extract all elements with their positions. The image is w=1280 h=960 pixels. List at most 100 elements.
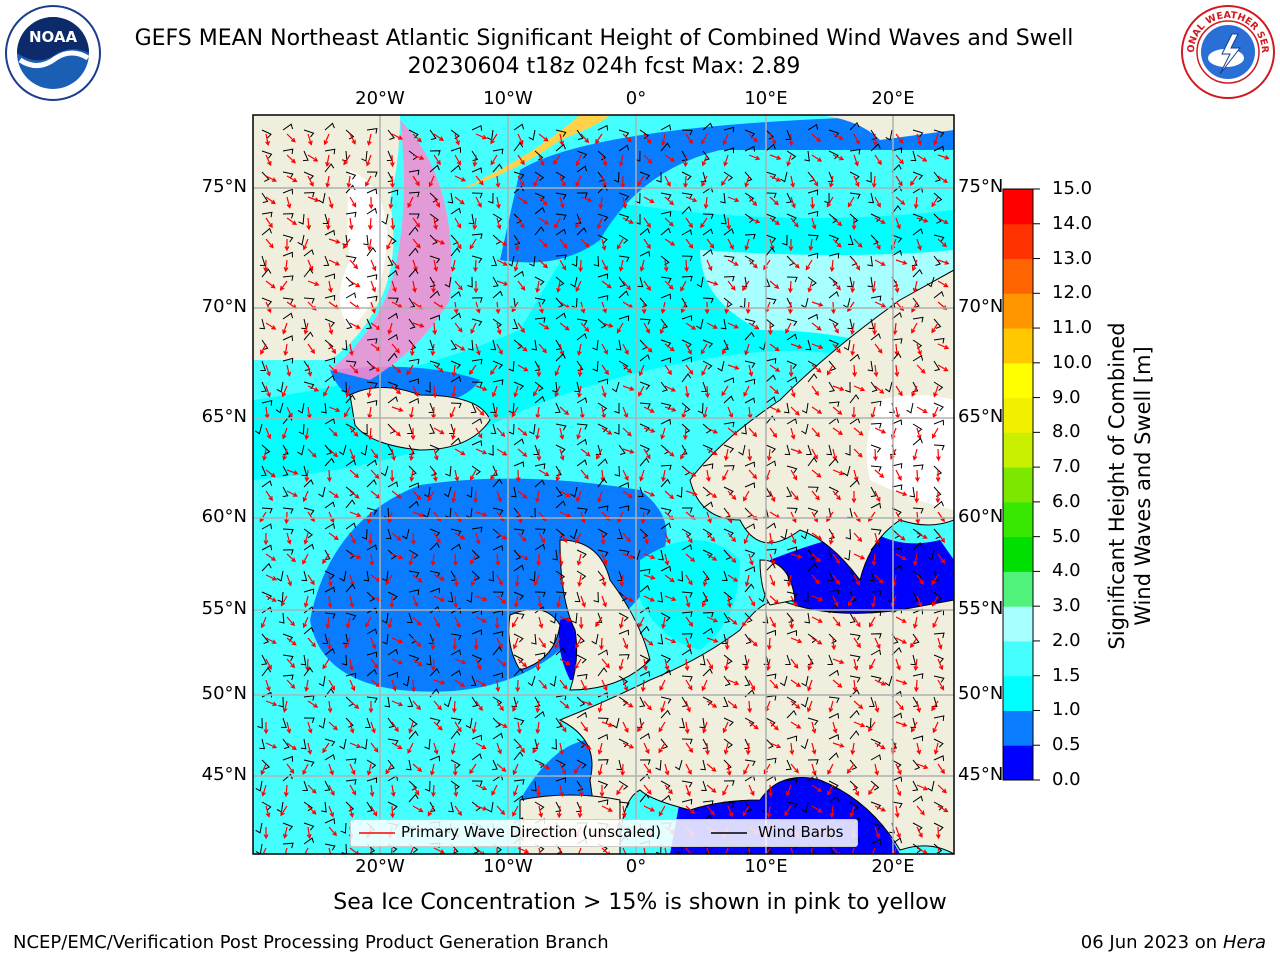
wind-barb bbox=[261, 150, 273, 159]
wave-direction-arrow bbox=[366, 763, 372, 776]
wave-direction-arrow bbox=[433, 616, 440, 628]
wind-barb bbox=[891, 185, 902, 194]
wave-direction-arrow bbox=[664, 448, 675, 457]
wind-barb bbox=[758, 591, 767, 603]
wind-barb bbox=[424, 780, 431, 792]
wind-barb bbox=[786, 418, 798, 425]
wave-direction-arrow bbox=[433, 574, 446, 581]
wave-direction-arrow bbox=[701, 154, 708, 167]
wind-barb bbox=[255, 822, 263, 834]
wind-barb bbox=[723, 395, 734, 404]
wind-barb bbox=[471, 358, 483, 365]
wind-barb bbox=[387, 423, 396, 434]
wind-barb bbox=[261, 297, 273, 306]
wave-direction-arrow bbox=[451, 364, 457, 378]
wave-direction-arrow bbox=[327, 700, 333, 714]
wave-direction-arrow bbox=[685, 742, 694, 754]
wave-direction-arrow bbox=[412, 763, 423, 773]
wave-direction-arrow bbox=[664, 343, 675, 352]
wind-barb bbox=[870, 528, 882, 535]
wave-direction-arrow bbox=[827, 784, 834, 796]
wind-barb bbox=[722, 570, 728, 582]
wave-direction-arrow bbox=[664, 175, 671, 187]
wind-barb bbox=[912, 795, 924, 803]
wind-barb bbox=[702, 297, 714, 304]
wave-direction-arrow bbox=[873, 364, 879, 378]
wave-direction-arrow bbox=[705, 469, 711, 483]
wind-barb bbox=[324, 523, 336, 530]
wind-barb bbox=[828, 589, 840, 596]
wave-direction-arrow bbox=[406, 364, 414, 376]
wave-direction-arrow bbox=[451, 427, 456, 441]
wind-barb bbox=[555, 486, 563, 498]
wind-barb bbox=[597, 318, 607, 329]
wind-barb bbox=[534, 381, 544, 392]
wave-direction-arrow bbox=[536, 364, 542, 378]
wind-barb bbox=[660, 738, 669, 749]
wave-direction-arrow bbox=[832, 238, 842, 248]
wind-barb bbox=[576, 507, 588, 514]
wind-barb bbox=[786, 465, 798, 474]
wind-barb bbox=[927, 549, 935, 561]
wind-barb bbox=[933, 360, 941, 372]
wind-barb bbox=[282, 188, 293, 195]
colorbar-label: Significant Height of Combined Wind Wave… bbox=[1105, 322, 1155, 650]
wind-barb bbox=[303, 507, 315, 515]
wind-barb bbox=[723, 465, 735, 471]
wind-barb bbox=[450, 247, 461, 257]
wave-direction-arrow bbox=[265, 637, 277, 644]
wind-barb bbox=[471, 465, 481, 476]
wind-barb bbox=[912, 570, 922, 581]
wave-direction-arrow bbox=[874, 343, 883, 354]
wind-barb bbox=[702, 463, 714, 469]
wave-direction-arrow bbox=[916, 847, 928, 854]
wave-direction-arrow bbox=[577, 364, 583, 378]
wave-direction-arrow bbox=[748, 427, 758, 438]
wave-direction-arrow bbox=[365, 616, 372, 628]
wind-barb bbox=[849, 801, 860, 811]
wave-direction-arrow bbox=[832, 280, 841, 291]
wind-barb bbox=[488, 570, 494, 582]
wave-direction-arrow bbox=[622, 553, 635, 559]
colorbar-segment bbox=[1003, 710, 1033, 746]
lon-label-bottom-2: 0° bbox=[625, 856, 647, 877]
wind-barb bbox=[345, 276, 354, 287]
wind-barb bbox=[282, 773, 293, 782]
wave-direction-arrow bbox=[370, 280, 377, 293]
wave-direction-arrow bbox=[559, 721, 567, 733]
wave-direction-arrow bbox=[622, 217, 634, 224]
wind-barb bbox=[759, 339, 767, 351]
wind-barb bbox=[618, 801, 630, 808]
wave-direction-arrow bbox=[473, 259, 478, 273]
wave-direction-arrow bbox=[578, 259, 584, 273]
wave-direction-arrow bbox=[935, 826, 941, 840]
wind-barb bbox=[618, 482, 630, 488]
wind-barb bbox=[807, 773, 818, 782]
wave-direction-arrow bbox=[853, 427, 864, 436]
wave-direction-arrow bbox=[871, 280, 877, 294]
wind-barb bbox=[297, 402, 305, 414]
wave-direction-arrow bbox=[706, 532, 716, 542]
wind-barb bbox=[450, 730, 461, 740]
wave-direction-arrow bbox=[664, 553, 670, 566]
wave-direction-arrow bbox=[323, 385, 330, 397]
wind-barb bbox=[674, 759, 683, 771]
wave-direction-arrow bbox=[643, 280, 652, 292]
wind-barb bbox=[408, 465, 417, 476]
wave-direction-arrow bbox=[475, 742, 487, 749]
wind-barb bbox=[723, 275, 735, 282]
wind-barb bbox=[597, 549, 609, 557]
colorbar-segment bbox=[1003, 397, 1033, 433]
wind-barb bbox=[408, 589, 420, 595]
wave-direction-arrow bbox=[808, 238, 814, 252]
wave-direction-arrow bbox=[811, 133, 822, 143]
wave-direction-arrow bbox=[811, 574, 820, 585]
wind-barb bbox=[618, 276, 626, 288]
wind-barb bbox=[597, 402, 608, 412]
wave-direction-arrow bbox=[307, 175, 314, 187]
wind-barb bbox=[513, 171, 525, 180]
wind-barb bbox=[891, 164, 902, 173]
wind-barb bbox=[849, 675, 861, 683]
wave-direction-arrow bbox=[286, 553, 297, 563]
wave-direction-arrow bbox=[706, 658, 713, 670]
